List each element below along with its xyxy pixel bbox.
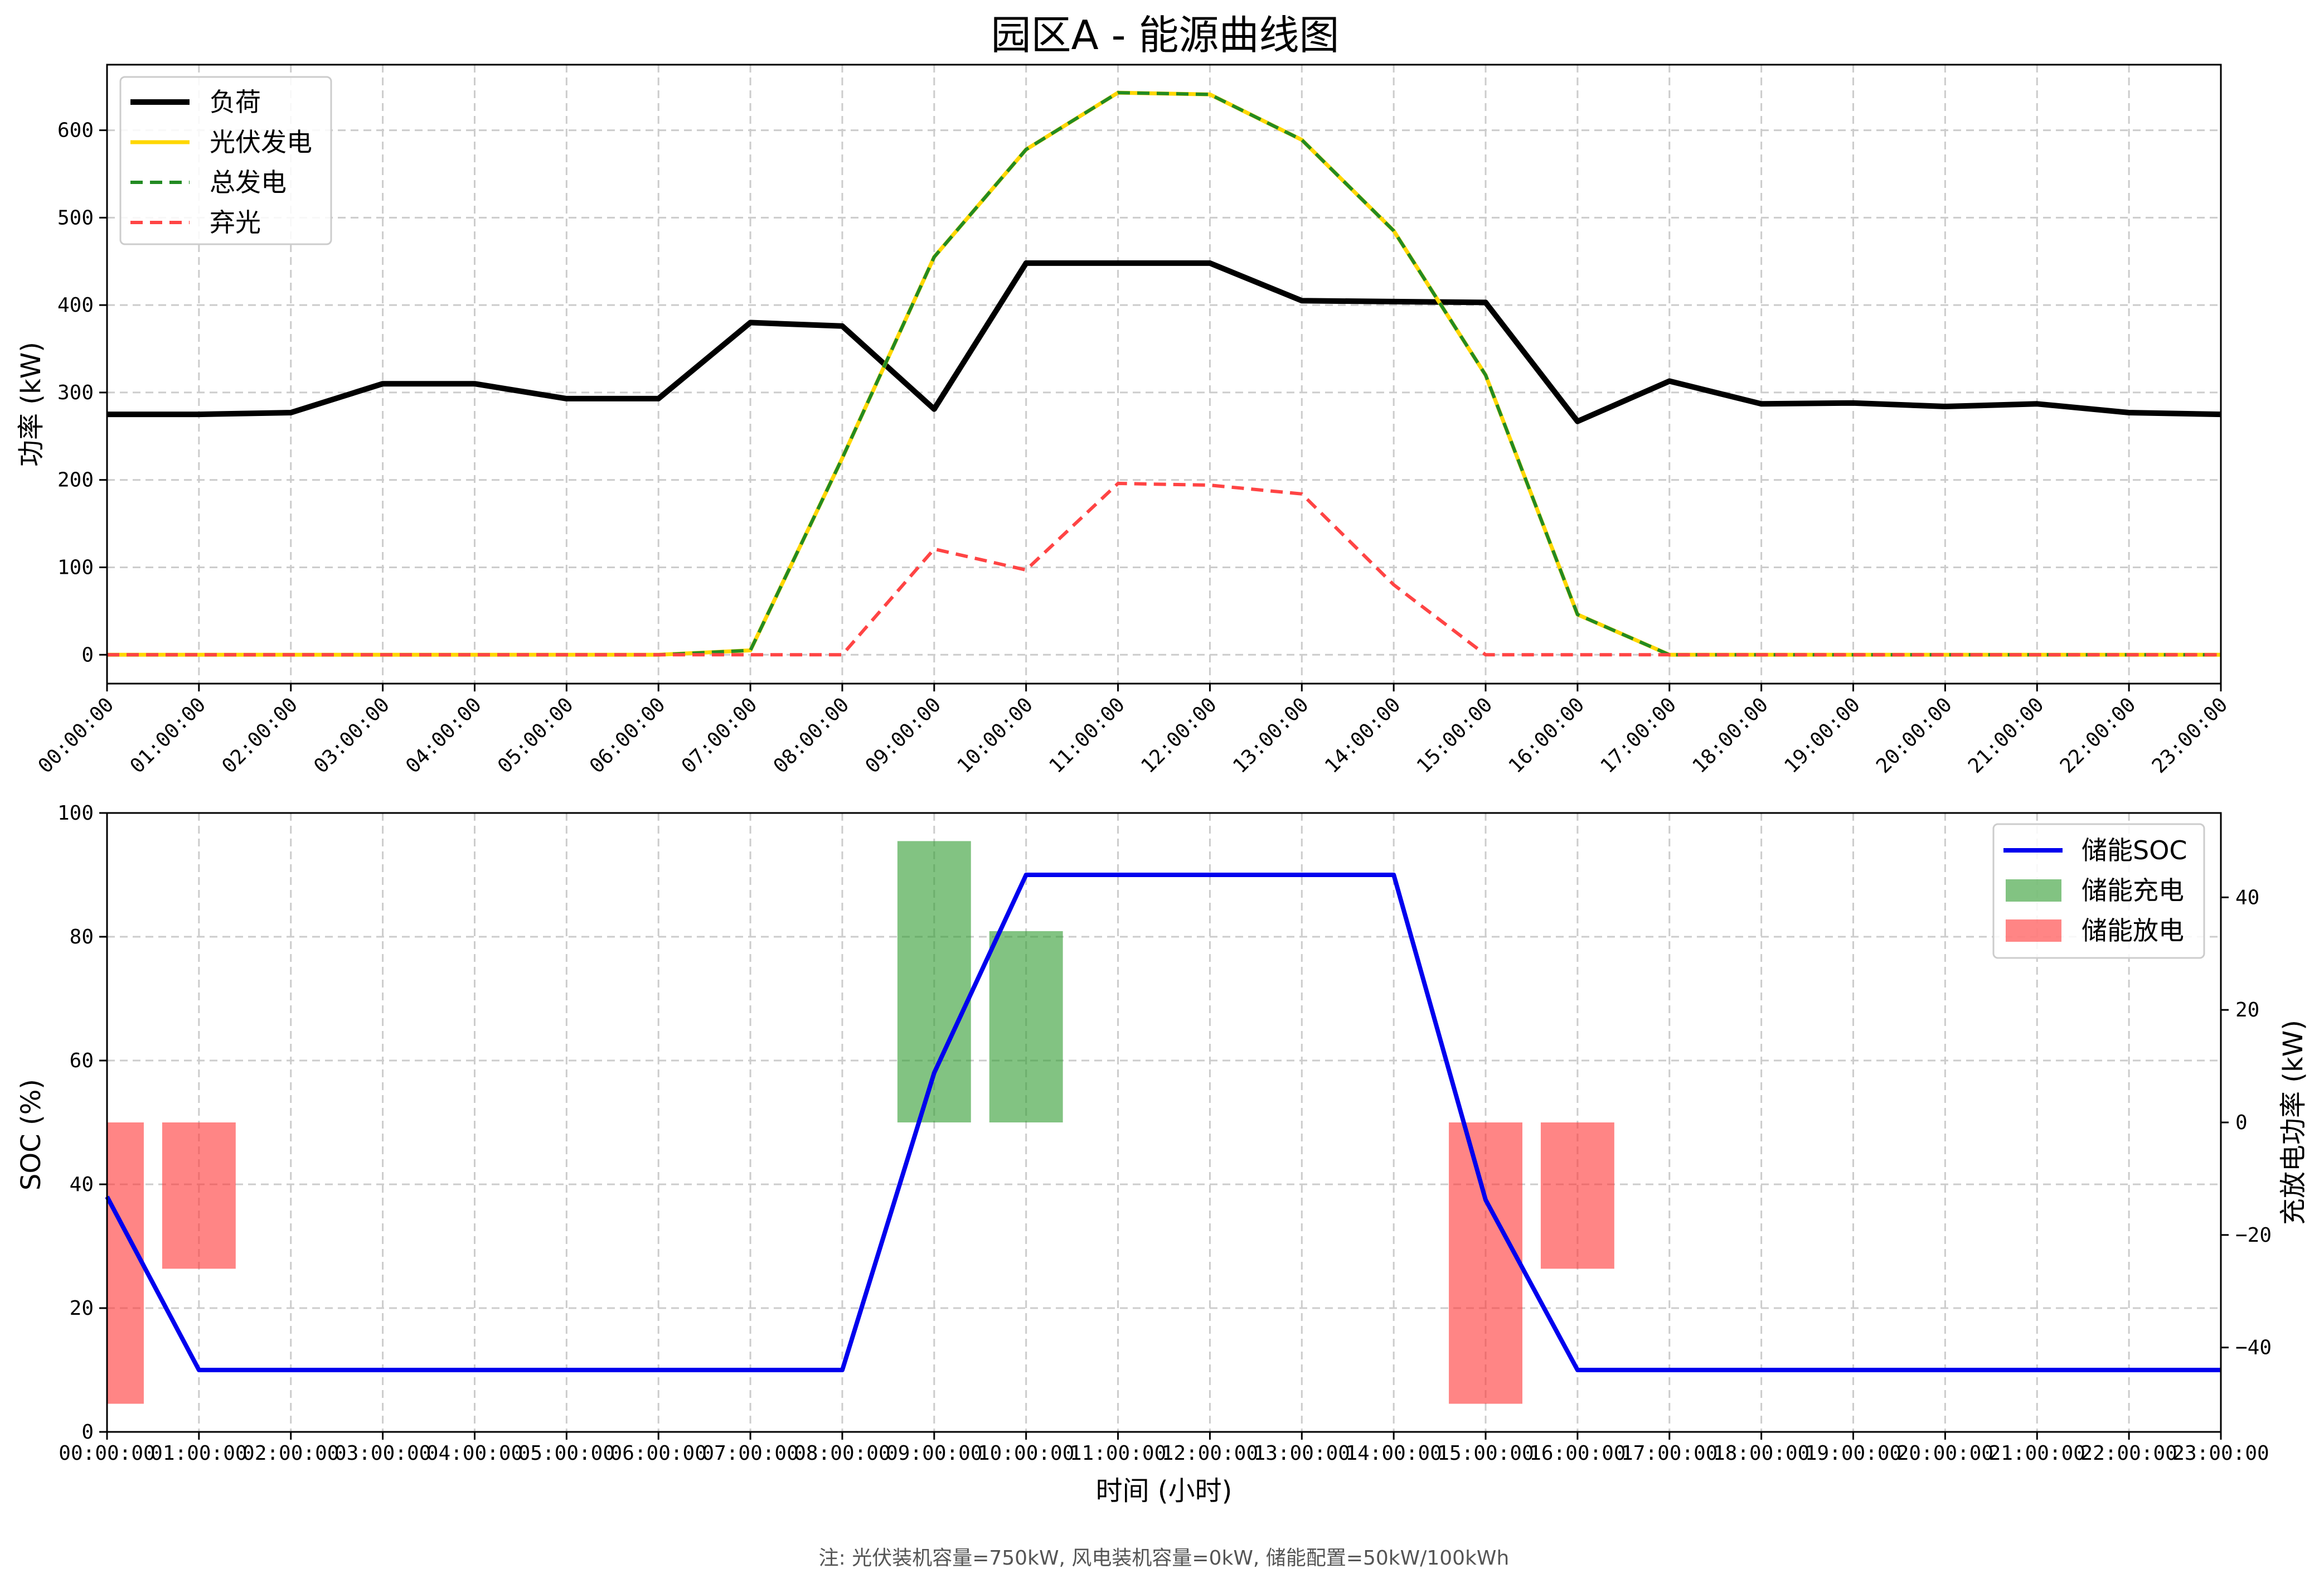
power-legend-label: 总发电 — [210, 167, 287, 197]
power-y-label: 功率 (kW) — [16, 342, 47, 467]
storage-x-tick-label: 00:00:00 — [59, 1442, 155, 1465]
storage-y-tick-label: 20 — [70, 1297, 94, 1320]
storage-x-tick-label: 18:00:00 — [1713, 1442, 1809, 1465]
storage-y2-tick-label: 0 — [2235, 1111, 2248, 1134]
discharge-bar — [1540, 1122, 1614, 1269]
storage-x-tick-label: 10:00:00 — [978, 1442, 1074, 1465]
storage-legend-label: 储能充电 — [2082, 875, 2184, 906]
power-y-ticks: 0 100 200 300 400 500 600 — [57, 119, 107, 666]
storage-y-ticks: 0 20 40 60 80 100 — [57, 802, 107, 1444]
storage-x-tick-label: 15:00:00 — [1437, 1442, 1534, 1465]
storage-y-tick-label: 100 — [57, 802, 94, 825]
charge-bar — [989, 931, 1063, 1122]
storage-x-tick-label: 02:00:00 — [242, 1442, 339, 1465]
storage-soc-series — [105, 873, 2221, 1372]
storage-y-tick-label: 80 — [70, 926, 94, 948]
storage-x-tick-label: 07:00:00 — [702, 1442, 798, 1465]
power-y-tick-label: 400 — [57, 294, 94, 317]
storage-y2-tick-label: −40 — [2235, 1337, 2272, 1359]
storage-x-tick-label: 13:00:00 — [1254, 1442, 1350, 1465]
storage-x-tick-label: 22:00:00 — [2080, 1442, 2177, 1465]
storage-x-tick-label: 12:00:00 — [1162, 1442, 1258, 1465]
power-axes-frame — [106, 64, 2222, 685]
storage-panel: 0 20 40 60 80 100 −40 −20 0 20 40 00:00:0001:00:0… — [16, 802, 2309, 1507]
curtailment-line — [107, 482, 2221, 657]
storage-y-tick-label: 0 — [81, 1421, 94, 1444]
storage-y-label: SOC (%) — [16, 1079, 47, 1190]
storage-x-tick-label: 16:00:00 — [1529, 1442, 1626, 1465]
discharge-bar — [162, 1122, 236, 1269]
storage-x-ticks: 00:00:0001:00:0002:00:0003:00:0004:00:00… — [59, 1432, 2269, 1465]
storage-x-tick-label: 19:00:00 — [1805, 1442, 1901, 1465]
storage-y2-tick-label: −20 — [2235, 1224, 2272, 1247]
power-legend-label: 弃光 — [210, 207, 261, 238]
storage-x-tick-label: 17:00:00 — [1621, 1442, 1717, 1465]
storage-y2-tick-label: 40 — [2235, 886, 2259, 909]
storage-bars — [107, 841, 1614, 1404]
storage-x-tick-label: 05:00:00 — [518, 1442, 615, 1465]
soc-line — [105, 873, 2221, 1372]
discharge-bar — [107, 1122, 144, 1404]
storage-y2-label: 充放电功率 (kW) — [2278, 1020, 2309, 1225]
power-y-tick-label: 0 — [81, 643, 94, 666]
storage-x-tick-label: 01:00:00 — [151, 1442, 247, 1465]
power-y-tick-label: 300 — [57, 381, 94, 404]
storage-x-tick-label: 08:00:00 — [794, 1442, 890, 1465]
load-line — [107, 260, 2221, 424]
power-y-tick-label: 600 — [57, 119, 94, 142]
storage-y-tick-label: 60 — [70, 1049, 94, 1072]
storage-x-tick-label: 11:00:00 — [1070, 1442, 1166, 1465]
storage-legend-swatch — [2006, 919, 2061, 942]
storage-y2-tick-label: 20 — [2235, 999, 2259, 1022]
storage-x-tick-label: 06:00:00 — [610, 1442, 707, 1465]
storage-x-tick-label: 04:00:00 — [426, 1442, 523, 1465]
power-y-tick-label: 500 — [57, 206, 94, 229]
storage-legend-label: 储能放电 — [2082, 916, 2184, 946]
power-legend-label: 光伏发电 — [210, 127, 312, 157]
storage-x-tick-label: 09:00:00 — [886, 1442, 982, 1465]
discharge-bar — [1449, 1122, 1522, 1404]
storage-legend-label: 储能SOC — [2082, 835, 2187, 865]
storage-x-tick-label: 21:00:00 — [1989, 1442, 2085, 1465]
storage-x-label: 时间 (小时) — [1096, 1475, 1233, 1507]
storage-x-tick-label: 03:00:00 — [334, 1442, 431, 1465]
power-grid — [106, 65, 2222, 684]
power-legend-box — [119, 76, 332, 245]
power-legend-label: 负荷 — [210, 87, 261, 117]
figure-title: 园区A - 能源曲线图 — [991, 12, 1339, 59]
storage-x-tick-label: 23:00:00 — [2172, 1442, 2269, 1465]
storage-legend-swatch — [2006, 879, 2061, 902]
figure-note: 注: 光伏装机容量=750kW, 风电装机容量=0kW, 储能配置=50kW/1… — [819, 1547, 1510, 1570]
storage-y2-ticks: −40 −20 0 20 40 — [2221, 886, 2272, 1359]
power-y-tick-label: 200 — [57, 469, 94, 492]
storage-y-tick-label: 40 — [70, 1173, 94, 1196]
power-series — [107, 90, 2221, 657]
storage-x-tick-label: 14:00:00 — [1345, 1442, 1442, 1465]
storage-x-tick-label: 20:00:00 — [1897, 1442, 1993, 1465]
power-y-tick-label: 100 — [57, 556, 94, 579]
